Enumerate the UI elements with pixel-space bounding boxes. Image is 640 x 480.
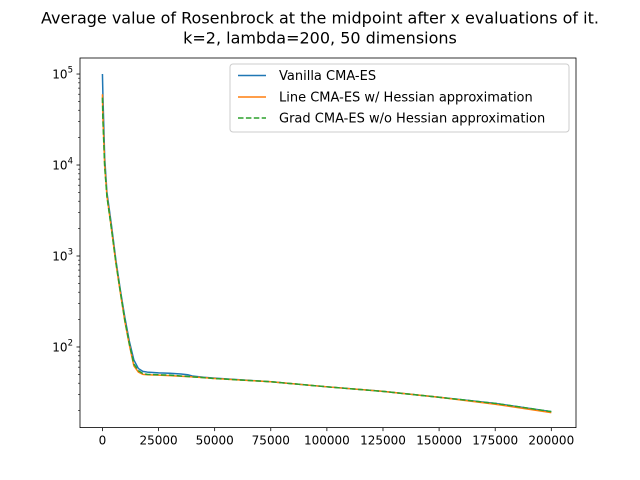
y-axis: 102 103 104 105 xyxy=(52,66,80,411)
x-tick-label: 150000 xyxy=(416,434,462,448)
legend-box xyxy=(229,63,570,133)
x-tick-label: 50000 xyxy=(196,434,234,448)
x-tick-label: 75000 xyxy=(252,434,290,448)
series-line-grad xyxy=(101,97,552,413)
x-tick-label: 175000 xyxy=(472,434,518,448)
legend: Vanilla CMA-ES Line CMA-ES w/ Hessian ap… xyxy=(229,63,570,133)
x-tick-label: 100000 xyxy=(304,434,350,448)
plot-area xyxy=(101,74,552,414)
y-tick-label: 102 xyxy=(52,338,73,354)
legend-label-line: Line CMA-ES w/ Hessian approximation xyxy=(279,91,533,106)
y-tick-label: 104 xyxy=(52,157,73,173)
legend-label-vanilla: Vanilla CMA-ES xyxy=(279,69,376,84)
x-tick-label: 25000 xyxy=(139,434,177,448)
x-tick-label: 0 xyxy=(99,434,107,448)
x-axis: 0 25000 50000 75000 100000 125000 150000 175000… xyxy=(99,427,574,448)
legend-label-grad: Grad CMA-ES w/o Hessian approximation xyxy=(279,112,545,127)
x-tick-label: 125000 xyxy=(360,434,406,448)
axes-frame xyxy=(79,57,577,429)
y-tick-label: 103 xyxy=(52,247,73,263)
y-tick-label: 105 xyxy=(52,66,73,82)
x-tick-label: 200000 xyxy=(528,434,574,448)
chart-subtitle: k=2, lambda=200, 50 dimensions xyxy=(183,29,457,48)
series-line-line xyxy=(101,94,552,414)
chart-title: Average value of Rosenbrock at the midpo… xyxy=(41,9,599,28)
